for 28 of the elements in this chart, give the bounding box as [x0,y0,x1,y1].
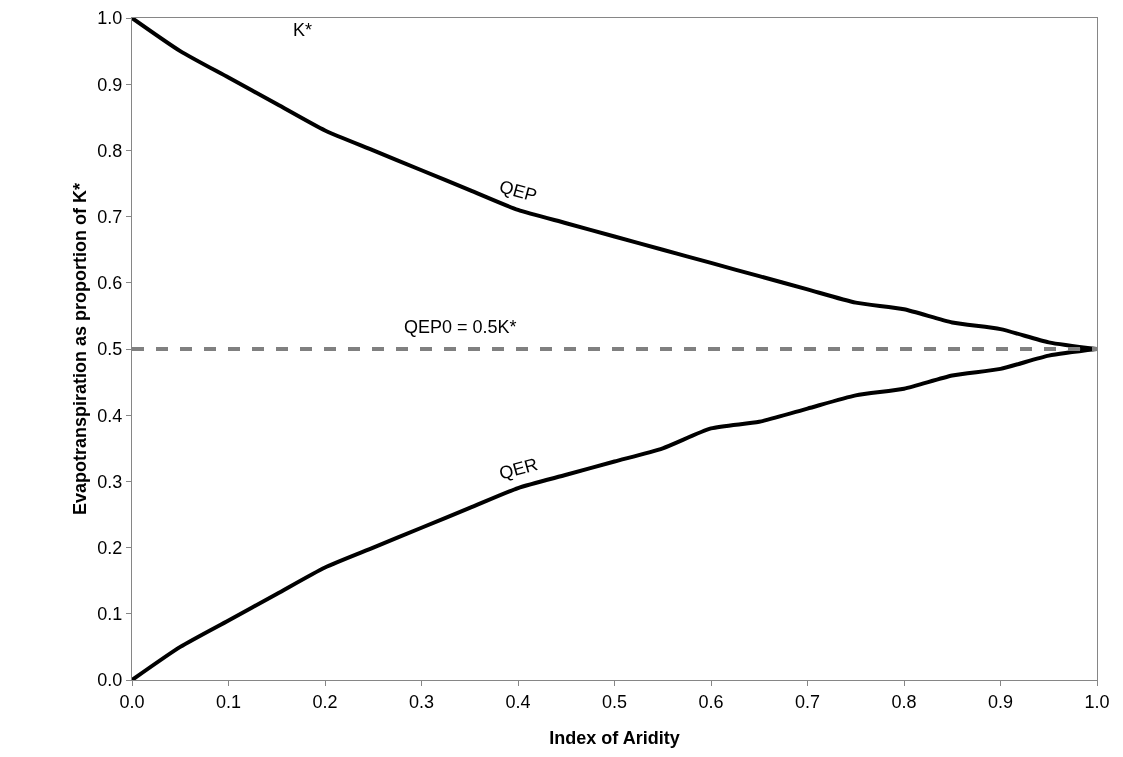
y-tick-label: 0.9 [97,74,123,95]
y-tick-label: 0.4 [97,405,123,426]
y-tick-label: 0.1 [97,604,123,625]
x-tick-label: 0.7 [794,691,821,712]
text: QER [496,454,540,484]
y-tick-label: 0.7 [97,206,123,227]
x-tick-label: 0.1 [215,691,242,712]
ref-line-label: QEP0 = 0.5K* [404,317,517,337]
y-tick-label: 0.5 [97,339,123,360]
y-tick-label: 0.2 [97,537,123,558]
x-tick-label: 0.4 [505,691,531,712]
y-tick-label: 0.6 [97,273,123,294]
y-tick-label: 0.8 [97,140,123,161]
x-tick-label: 0.2 [312,691,338,712]
x-axis-title: Index of Aridity [549,728,680,748]
text: QEP [497,176,540,206]
y-axis-title: Evapotranspiration as proportion of K* [70,182,90,516]
x-tick-label: 1.0 [1084,691,1110,712]
x-tick-label: 0.5 [601,691,628,712]
y-tick-label: 0.3 [97,471,123,492]
x-tick-label: 0.8 [891,691,917,712]
x-tick-label: 0.3 [408,691,435,712]
x-tick-label: 0.9 [987,691,1014,712]
x-tick-label: 0.0 [119,691,145,712]
y-tick-label: 0.0 [97,670,123,691]
x-tick-label: 0.6 [698,691,724,712]
y-tick-label: 1.0 [97,8,123,29]
annotation: K* [293,20,313,40]
